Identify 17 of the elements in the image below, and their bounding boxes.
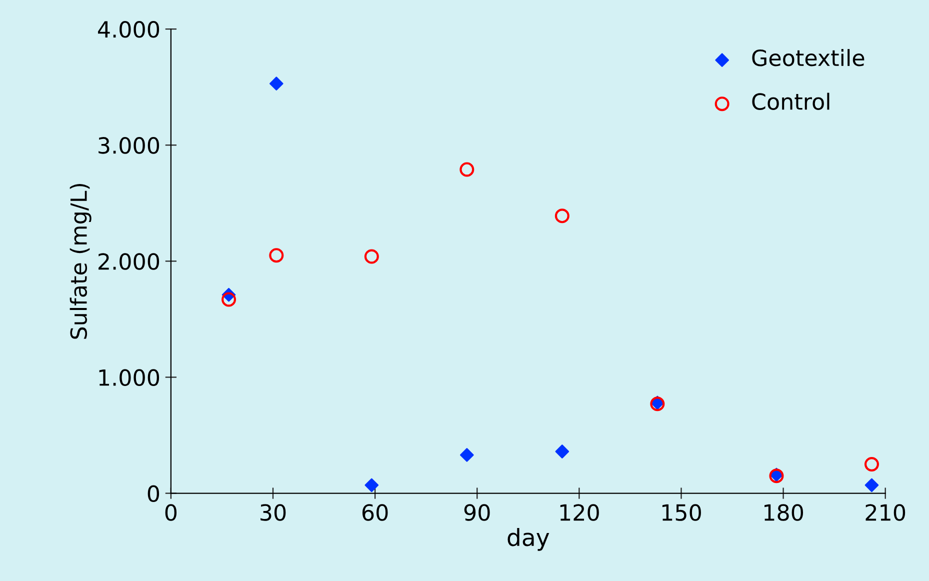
x-tick-label: 0 [165,504,177,521]
legend-label: Geotextile [752,49,864,66]
x-tick-label: 180 [764,504,804,521]
y-tick-label: 2.000 [98,253,160,270]
x-tick-label: 90 [464,504,490,521]
x-tick-label: 150 [662,504,701,521]
y-tick-label: 0 [148,485,160,502]
y-tick-label: 1.000 [99,369,160,386]
x-tick-label: 120 [560,504,599,521]
y-tick-label: 3.000 [98,137,160,154]
legend-label: Control [752,92,830,110]
x-tick-label: 210 [866,504,906,521]
x-axis-title: day [508,528,550,551]
x-tick-label: 30 [260,504,286,521]
y-tick-label: 4.000 [98,21,160,38]
x-tick-label: 60 [362,504,388,521]
y-axis-title: Sulfate (mg/L) [70,184,92,339]
